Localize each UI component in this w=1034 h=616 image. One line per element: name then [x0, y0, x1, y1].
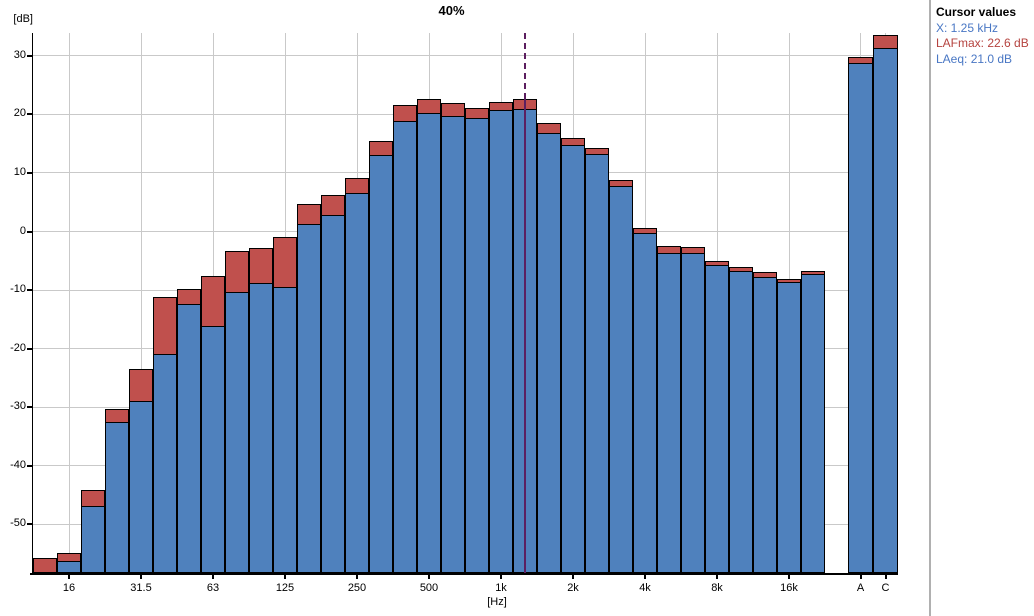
- y-tick-label: 10: [13, 165, 26, 178]
- bar-leq-1.6k[interactable]: [537, 132, 561, 573]
- y-axis-tick: [27, 406, 33, 409]
- y-tick-label: -20: [10, 341, 26, 354]
- bar-leq-12.5k[interactable]: [753, 276, 777, 573]
- y-axis-tick: [27, 171, 33, 174]
- x-tick-label: 500: [419, 582, 439, 594]
- y-tick-label: 0: [19, 224, 26, 237]
- y-tick-label: -30: [10, 400, 26, 413]
- y-tick-label: 20: [13, 107, 26, 120]
- bar-leq-630[interactable]: [441, 115, 465, 573]
- bar-leq-250[interactable]: [345, 192, 369, 573]
- x-tick-label: 31.5: [130, 582, 152, 594]
- x-tick-label: C: [881, 582, 890, 594]
- bar-max-12.5[interactable]: [33, 558, 57, 573]
- y-axis-tick: [27, 347, 33, 350]
- gridline-v: [68, 33, 70, 573]
- gridline-h: [33, 55, 898, 57]
- bar-leq-8k[interactable]: [705, 264, 729, 573]
- y-axis-tick: [27, 464, 33, 467]
- y-axis-tick: [27, 113, 33, 116]
- y-tick-label: 30: [13, 48, 26, 61]
- bar-leq-63[interactable]: [201, 326, 225, 573]
- bar-leq-2k[interactable]: [561, 145, 585, 573]
- x-axis-tick: [716, 575, 718, 579]
- cursor-line-solid[interactable]: [524, 99, 526, 573]
- bar-leq-400[interactable]: [393, 121, 417, 573]
- y-axis-unit-label: [dB]: [13, 13, 33, 25]
- x-axis-tick: [859, 575, 862, 579]
- chart-title: 40%: [438, 3, 465, 18]
- bar-leq-315[interactable]: [369, 155, 393, 573]
- bar-leq-100[interactable]: [249, 282, 273, 573]
- cursor-values-panel: Cursor values X: 1.25 kHz LAFmax: 22.6 d…: [936, 5, 1029, 67]
- cursor-laeq-value: LAeq: 21.0 dB: [936, 51, 1013, 66]
- x-tick-label: 125: [275, 582, 295, 594]
- bar-leq-500[interactable]: [417, 112, 441, 573]
- y-axis-line: [31, 33, 33, 575]
- cursor-lafmax-value: LAFmax: 22.6 dB: [936, 36, 1029, 50]
- bar-leq-800[interactable]: [465, 117, 489, 573]
- x-tick-label: 8k: [711, 582, 723, 594]
- bar-leq-25[interactable]: [105, 421, 129, 573]
- x-axis-tick: [212, 575, 214, 579]
- bar-leq-16k[interactable]: [777, 281, 801, 573]
- bar-leq-160[interactable]: [297, 223, 321, 573]
- bar-leq-A[interactable]: [848, 63, 873, 573]
- bar-leq-40[interactable]: [153, 353, 177, 573]
- bar-leq-1k[interactable]: [489, 109, 513, 573]
- x-tick-label: 1k: [495, 582, 507, 594]
- x-axis-unit-label: [Hz]: [487, 596, 507, 608]
- bar-leq-16[interactable]: [57, 560, 81, 573]
- bar-leq-125[interactable]: [273, 287, 297, 573]
- y-axis-tick: [27, 230, 33, 233]
- x-axis-tick: [788, 575, 790, 579]
- x-axis-tick: [500, 575, 502, 579]
- y-tick-label: -40: [10, 458, 26, 471]
- x-tick-label: 2k: [567, 582, 579, 594]
- x-axis-tick: [356, 575, 358, 579]
- x-tick-label: 16: [62, 582, 76, 594]
- cursor-values-title: Cursor values: [936, 5, 1017, 19]
- x-tick-label: 63: [206, 582, 220, 594]
- x-axis-line: [30, 573, 898, 575]
- x-axis-tick: [68, 575, 70, 579]
- bar-leq-10k[interactable]: [729, 270, 753, 573]
- bar-leq-80[interactable]: [225, 292, 249, 573]
- x-tick-label: 250: [347, 582, 367, 594]
- x-axis-tick: [428, 575, 430, 579]
- bar-leq-3.15k[interactable]: [609, 185, 633, 573]
- panel-separator: [929, 0, 931, 616]
- bar-leq-31.5[interactable]: [129, 400, 153, 573]
- bar-leq-2.5k[interactable]: [585, 154, 609, 573]
- cursor-x-value: X: 1.25 kHz: [936, 20, 999, 35]
- bar-leq-20k[interactable]: [801, 274, 825, 573]
- bar-leq-6.3k[interactable]: [681, 253, 705, 573]
- x-axis-tick: [284, 575, 286, 579]
- y-axis-tick: [27, 54, 33, 57]
- y-tick-label: -10: [10, 283, 26, 296]
- y-axis-tick: [27, 523, 33, 526]
- y-axis-tick: [27, 289, 33, 292]
- bar-leq-C[interactable]: [873, 48, 898, 573]
- x-tick-label: A: [856, 582, 865, 594]
- x-axis-tick: [644, 575, 646, 579]
- x-tick-label: 4k: [639, 582, 651, 594]
- bar-leq-4k[interactable]: [633, 233, 657, 573]
- x-tick-label: 16k: [780, 582, 798, 594]
- bar-leq-5k[interactable]: [657, 252, 681, 573]
- x-axis-tick: [140, 575, 142, 579]
- bar-leq-200[interactable]: [321, 214, 345, 573]
- bar-leq-20[interactable]: [81, 505, 105, 573]
- x-axis-tick: [572, 575, 574, 579]
- gridline-v: [140, 33, 142, 573]
- y-tick-label: -50: [10, 517, 26, 530]
- x-axis-tick: [884, 575, 887, 579]
- bar-leq-50[interactable]: [177, 304, 201, 573]
- cursor-line-dashed[interactable]: [524, 33, 526, 100]
